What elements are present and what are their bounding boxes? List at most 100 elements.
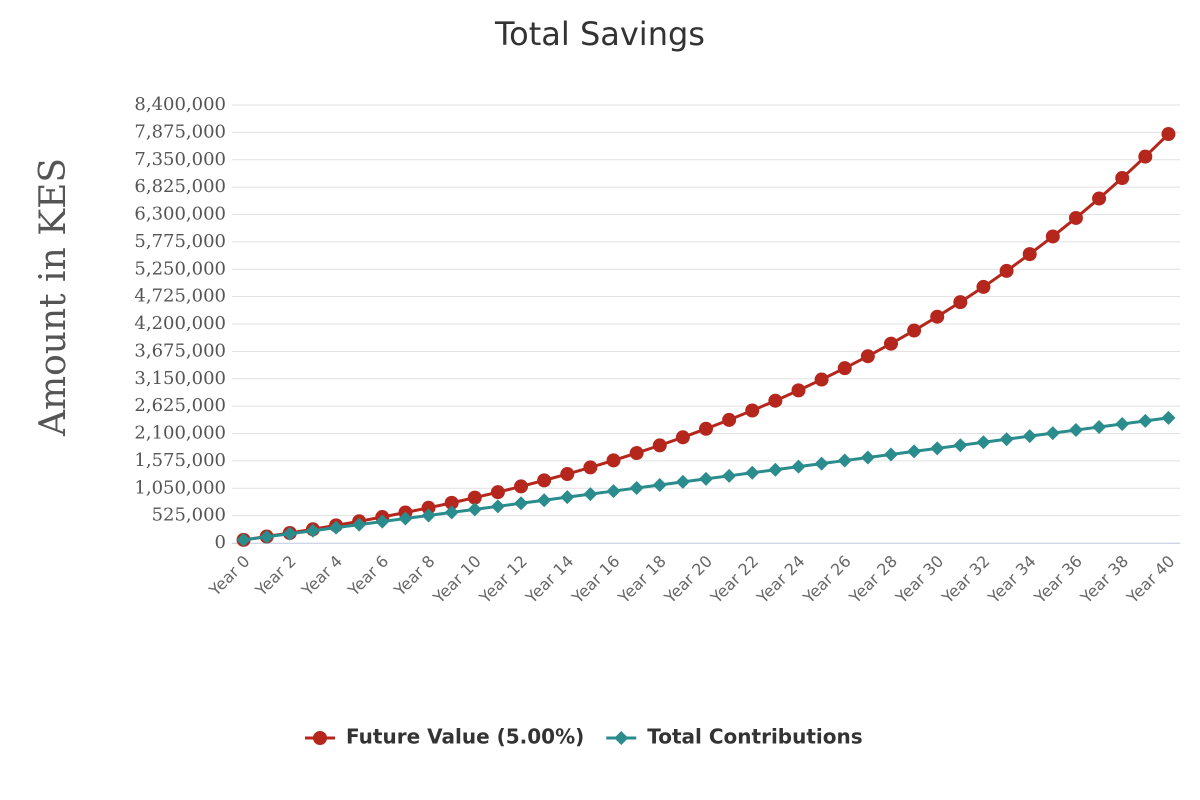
data-point xyxy=(583,487,598,502)
x-tick-label: Year 18 xyxy=(614,552,670,608)
data-point xyxy=(1138,413,1153,428)
data-point xyxy=(398,511,413,526)
x-tick-label: Year 20 xyxy=(660,552,716,608)
x-tick-label: Year 32 xyxy=(937,552,993,608)
data-point xyxy=(259,529,274,544)
data-point xyxy=(537,473,552,488)
y-tick-label: 2,625,000 xyxy=(134,395,226,416)
data-point xyxy=(1092,420,1107,435)
data-point xyxy=(976,435,991,450)
data-point xyxy=(1068,210,1083,225)
data-point xyxy=(1045,426,1060,441)
data-point xyxy=(375,514,390,529)
x-tick-label: Year 0 xyxy=(205,552,254,601)
data-point xyxy=(953,438,968,453)
data-point xyxy=(467,490,482,505)
x-tick-label: Year 16 xyxy=(567,552,623,608)
x-tick-label: Year 34 xyxy=(984,552,1040,608)
x-tick-label: Year 26 xyxy=(799,552,855,608)
data-point xyxy=(699,421,713,436)
x-tick-label: Year 6 xyxy=(343,552,392,601)
data-point xyxy=(745,403,760,418)
data-point xyxy=(976,279,991,294)
data-point xyxy=(652,438,667,453)
data-point xyxy=(444,505,459,520)
data-point xyxy=(999,432,1014,447)
y-tick-label: 1,575,000 xyxy=(134,450,226,471)
data-point xyxy=(675,430,690,445)
data-point xyxy=(583,460,598,475)
data-point xyxy=(352,517,367,532)
y-tick-label: 5,775,000 xyxy=(134,231,226,252)
data-point xyxy=(699,471,713,486)
x-tick-label: Year 12 xyxy=(475,552,531,608)
y-tick-label: 0 xyxy=(215,532,226,553)
data-point xyxy=(791,383,806,398)
data-point xyxy=(305,523,320,538)
data-point xyxy=(791,459,806,474)
y-tick-label: 3,150,000 xyxy=(134,368,226,389)
y-tick-label: 5,250,000 xyxy=(134,258,226,279)
data-point xyxy=(537,493,552,508)
data-point xyxy=(1115,416,1130,431)
data-point xyxy=(560,467,575,482)
data-point xyxy=(768,462,783,477)
legend-label: Total Contributions xyxy=(647,725,862,749)
data-point xyxy=(837,361,852,376)
x-tick-label: Year 40 xyxy=(1122,552,1178,608)
data-point xyxy=(329,520,344,535)
y-tick-label: 1,050,000 xyxy=(134,477,226,498)
data-point xyxy=(606,453,621,468)
data-point xyxy=(606,484,621,499)
data-point xyxy=(1161,127,1176,142)
data-point xyxy=(1022,247,1037,262)
data-point xyxy=(1092,191,1107,206)
data-point xyxy=(1045,229,1060,244)
y-tick-label: 8,400,000 xyxy=(134,94,226,115)
data-point xyxy=(883,447,898,462)
data-point xyxy=(814,456,829,471)
y-tick-label: 6,825,000 xyxy=(134,176,226,197)
legend-marker xyxy=(614,731,629,745)
data-point xyxy=(999,263,1014,278)
data-point xyxy=(282,526,297,541)
data-point xyxy=(837,453,852,468)
data-point xyxy=(421,500,436,515)
data-point xyxy=(814,372,829,387)
data-point xyxy=(675,474,690,489)
data-point xyxy=(490,499,505,514)
y-axis-title: Amount in KES xyxy=(33,158,74,437)
data-point xyxy=(421,508,436,523)
data-point xyxy=(490,485,505,500)
x-tick-label: Year 4 xyxy=(297,552,346,601)
data-point xyxy=(1068,423,1083,438)
data-point xyxy=(629,446,644,461)
data-point xyxy=(722,412,737,427)
data-point xyxy=(745,465,760,480)
x-tick-label: Year 22 xyxy=(706,552,762,608)
data-point xyxy=(560,490,575,505)
data-point xyxy=(1138,149,1153,164)
data-point xyxy=(860,450,875,465)
data-point xyxy=(953,295,968,310)
data-point xyxy=(1115,171,1130,186)
data-point xyxy=(444,495,459,510)
y-tick-label: 525,000 xyxy=(152,505,226,526)
data-point xyxy=(467,502,482,517)
data-point xyxy=(722,468,737,483)
data-point xyxy=(860,349,875,364)
data-point xyxy=(1161,410,1176,425)
y-tick-label: 7,875,000 xyxy=(134,121,226,142)
data-point xyxy=(514,479,529,494)
data-point xyxy=(514,496,529,511)
y-tick-label: 4,725,000 xyxy=(134,286,226,307)
x-tick-label: Year 24 xyxy=(752,552,808,608)
data-point xyxy=(930,309,945,324)
data-point xyxy=(236,532,251,547)
y-tick-label: 3,675,000 xyxy=(134,340,226,361)
data-point xyxy=(883,336,898,351)
data-point xyxy=(652,477,667,492)
y-tick-label: 2,100,000 xyxy=(134,423,226,444)
data-point xyxy=(629,481,644,496)
x-tick-label: Year 2 xyxy=(251,552,300,601)
